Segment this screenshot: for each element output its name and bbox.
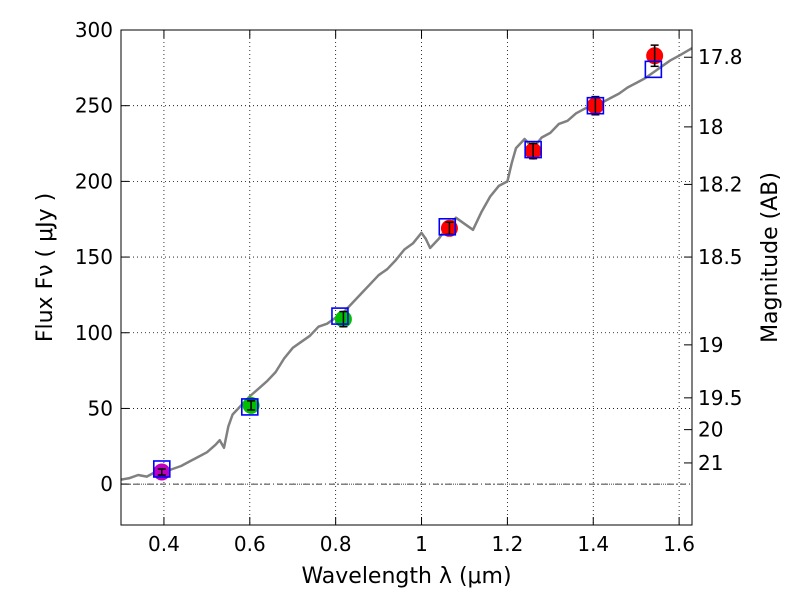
x-tick-label: 1.2 bbox=[491, 532, 523, 556]
model-point-square bbox=[240, 398, 259, 416]
x-axis-label: Wavelength λ (μm) bbox=[301, 564, 511, 589]
magnitude-tick-label: 21 bbox=[698, 451, 723, 475]
model-point-square bbox=[586, 96, 605, 115]
magnitude-tick-label: 20 bbox=[698, 418, 723, 442]
right-axis-label: Magnitude (AB) bbox=[758, 172, 783, 343]
plot-region bbox=[121, 44, 692, 485]
x-tick-label: 1.4 bbox=[577, 532, 609, 556]
magnitude-tick-label: 18.5 bbox=[698, 245, 743, 269]
magnitude-tick-label: 18 bbox=[698, 115, 723, 139]
magnitude-tick-label: 18.2 bbox=[698, 172, 743, 196]
plot-frame bbox=[120, 29, 693, 526]
magnitude-tick-label: 19 bbox=[698, 333, 723, 357]
model-point-square bbox=[438, 217, 457, 236]
model-point-square bbox=[331, 307, 349, 325]
x-tick-label: 0.4 bbox=[148, 532, 180, 556]
y-tick-label: 50 bbox=[88, 396, 113, 420]
x-tick-label: 0.8 bbox=[320, 532, 352, 556]
model-point-square bbox=[644, 60, 663, 79]
y-tick-label: 250 bbox=[75, 94, 113, 118]
model-point-square bbox=[524, 140, 542, 159]
model-point-square bbox=[152, 460, 171, 478]
magnitude-tick-label: 19.5 bbox=[698, 386, 743, 410]
x-tick-label: 1.6 bbox=[663, 532, 695, 556]
x-tick-label: 1 bbox=[415, 532, 428, 556]
grid bbox=[121, 29, 692, 525]
y-tick-label: 150 bbox=[75, 245, 113, 269]
axis-ticks bbox=[121, 29, 692, 525]
x-tick-label: 0.6 bbox=[234, 532, 266, 556]
y-tick-label: 0 bbox=[100, 472, 113, 496]
tick-labels: 0.4 0.6 0.8 1 1.2 1.4 1.6 0 50 100 150 200 250 300 17.… bbox=[75, 18, 743, 556]
y-axis-label: Flux Fν ( μJy ) bbox=[33, 193, 58, 342]
y-tick-label: 300 bbox=[75, 18, 113, 42]
y-tick-label: 200 bbox=[75, 169, 113, 193]
magnitude-tick-label: 17.8 bbox=[698, 45, 743, 69]
y-tick-label: 100 bbox=[75, 321, 113, 345]
